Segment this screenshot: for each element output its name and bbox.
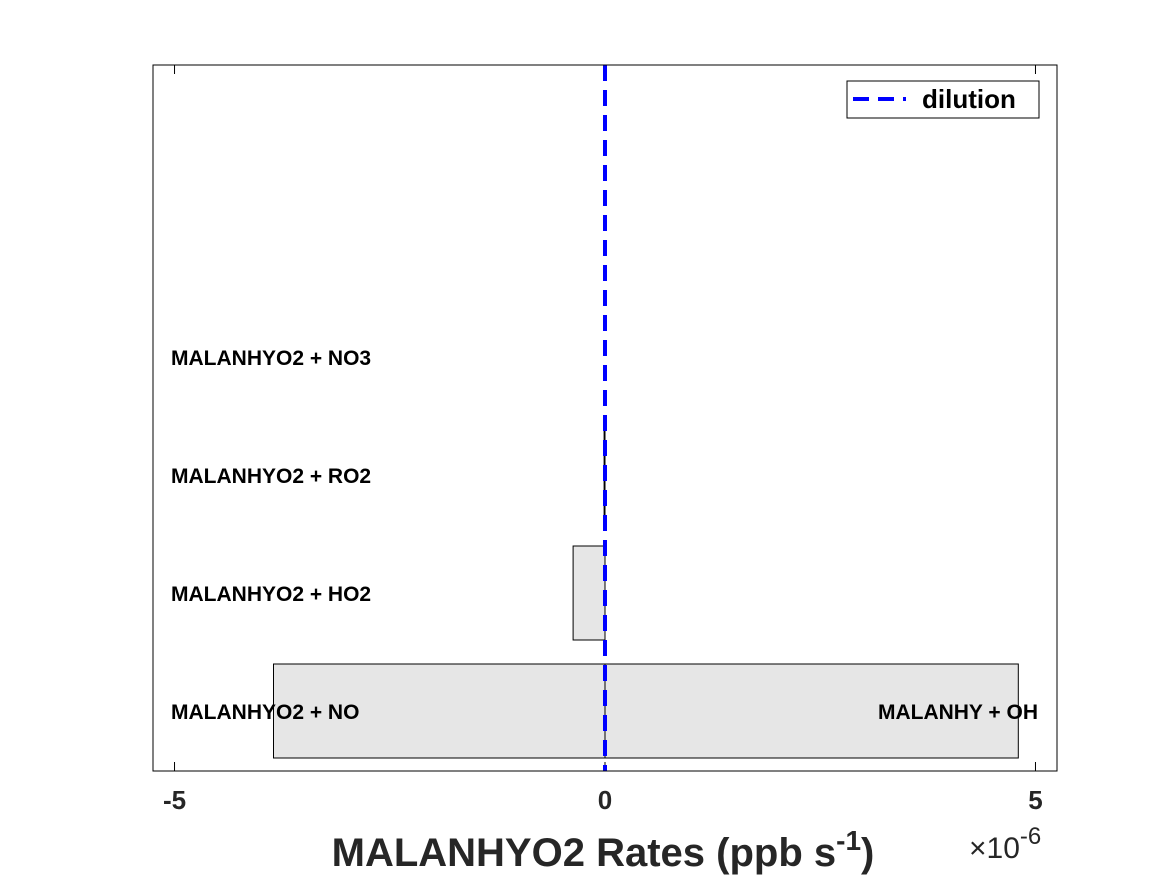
bar-production-0 (604, 663, 1019, 759)
x-tick-label: 5 (1028, 785, 1042, 815)
legend: dilution (846, 80, 1040, 119)
x-axis-label: MALANHYO2 Rates (ppb s-1) (332, 825, 875, 875)
category-label: MALANHYO2 + NO (171, 701, 359, 724)
category-label: MALANHYO2 + NO3 (171, 347, 371, 370)
x-tick-label: -5 (163, 785, 186, 815)
bar-loss-1 (572, 545, 606, 641)
x-axis-exponent-power: -6 (1020, 823, 1041, 850)
x-axis-label-superscript: -1 (836, 825, 861, 856)
category-label: MALANHYO2 + HO2 (171, 583, 371, 606)
category-label: MALANHYO2 + RO2 (171, 465, 371, 488)
bar-loss-0 (273, 663, 606, 759)
plot-frame (152, 64, 1058, 772)
bars-layer (273, 427, 1019, 759)
category-labels: MALANHYO2 + NO MALANHY + OH MALANHYO2 + HO… (171, 347, 1038, 724)
x-axis-exponent: ×10-6 (969, 823, 1041, 865)
legend-label-dilution: dilution (922, 84, 1016, 114)
x-tick-label: 0 (598, 785, 612, 815)
production-label: MALANHY + OH (878, 701, 1038, 724)
